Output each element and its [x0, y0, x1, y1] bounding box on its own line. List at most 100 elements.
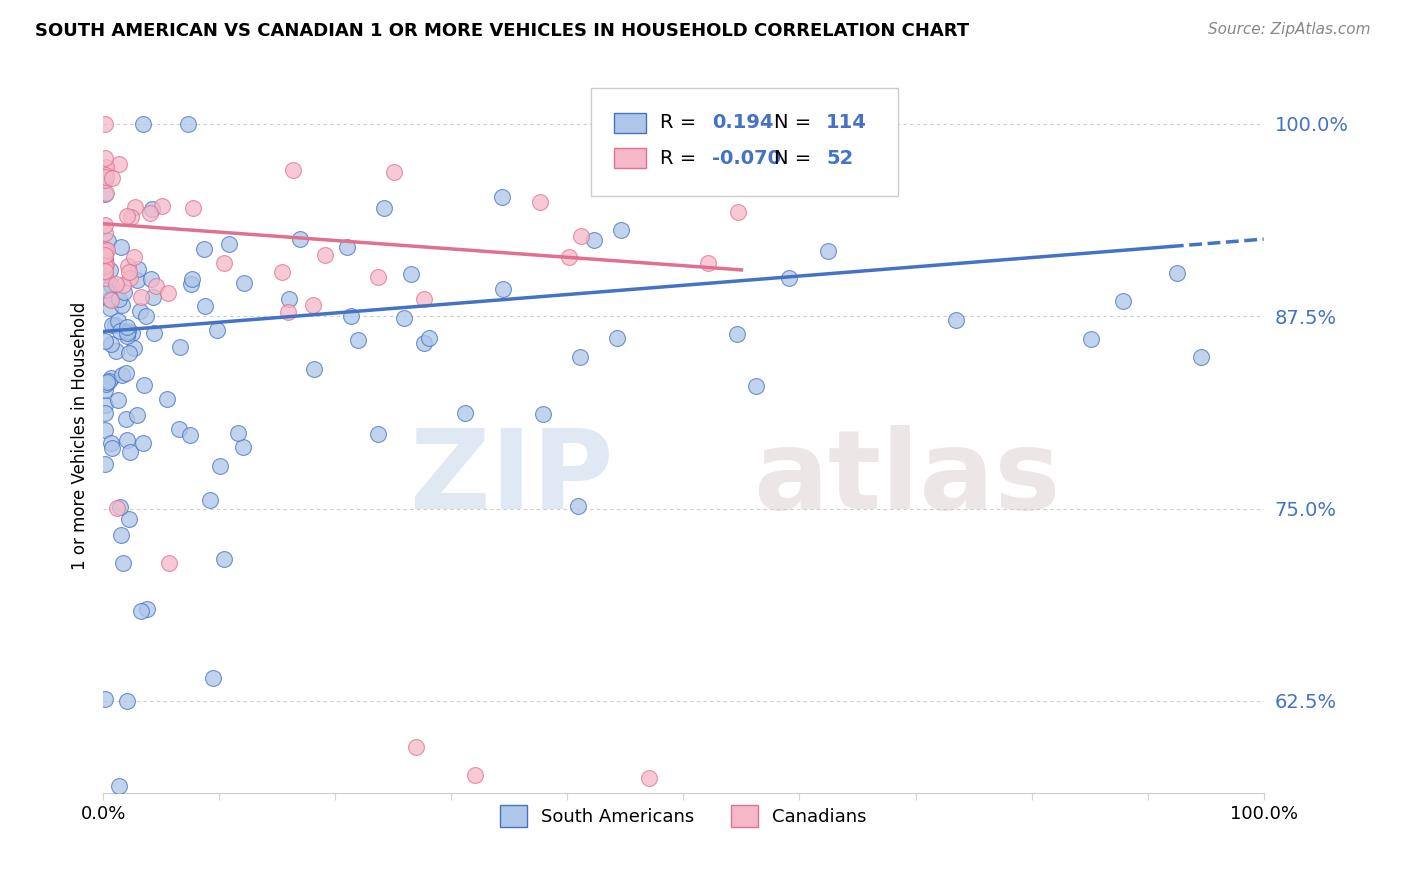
- Point: [198, 492, 221, 507]
- Point: [94, 249, 117, 263]
- Point: [112, 285, 135, 299]
- Point: [94, 171, 117, 186]
- Point: [232, 440, 254, 454]
- Point: [117, 346, 139, 360]
- Point: [314, 247, 336, 261]
- Point: [118, 445, 141, 459]
- Point: [413, 336, 436, 351]
- Point: [94, 248, 117, 262]
- Point: [531, 407, 554, 421]
- Point: [340, 310, 363, 324]
- Point: [346, 333, 368, 347]
- Point: [744, 379, 766, 393]
- Point: [111, 368, 134, 383]
- Point: [132, 436, 155, 450]
- Point: [413, 292, 436, 306]
- Point: [139, 206, 162, 220]
- Point: [105, 501, 128, 516]
- Point: [418, 331, 440, 345]
- Point: [373, 201, 395, 215]
- Point: [111, 557, 134, 571]
- Point: [270, 265, 292, 279]
- Point: [94, 244, 117, 258]
- Point: [181, 201, 204, 215]
- Point: [117, 326, 139, 341]
- Point: [100, 293, 122, 308]
- Point: [101, 171, 124, 186]
- Text: R =: R =: [661, 149, 703, 168]
- Point: [214, 256, 236, 270]
- Point: [367, 269, 389, 284]
- Point: [118, 265, 141, 279]
- Point: [181, 272, 204, 286]
- Point: [104, 343, 127, 358]
- Point: [156, 392, 179, 407]
- Point: [125, 409, 148, 423]
- Point: [302, 362, 325, 376]
- Point: [94, 691, 117, 706]
- Point: [94, 406, 117, 420]
- Point: [288, 232, 311, 246]
- Point: [132, 117, 155, 131]
- Point: [125, 273, 148, 287]
- Point: [94, 283, 117, 297]
- Point: [277, 292, 299, 306]
- Point: [94, 457, 117, 471]
- Point: [107, 779, 129, 793]
- Point: [727, 205, 749, 219]
- Point: [569, 351, 592, 365]
- Point: [212, 552, 235, 566]
- Point: [118, 270, 141, 285]
- Point: [610, 222, 633, 236]
- Point: [94, 397, 117, 411]
- Text: -0.070: -0.070: [713, 149, 782, 168]
- Point: [281, 163, 304, 178]
- Point: [107, 292, 129, 306]
- Point: [208, 459, 231, 474]
- Point: [96, 271, 118, 285]
- Point: [157, 286, 180, 301]
- Point: [167, 422, 190, 436]
- Point: [492, 282, 515, 296]
- Text: N =: N =: [773, 149, 817, 168]
- Point: [94, 423, 117, 437]
- Point: [94, 173, 117, 187]
- Point: [606, 331, 628, 345]
- Point: [1112, 294, 1135, 309]
- Point: [94, 377, 117, 392]
- Point: [115, 412, 138, 426]
- Point: [193, 242, 215, 256]
- Point: [96, 186, 118, 200]
- Point: [100, 435, 122, 450]
- Point: [218, 237, 240, 252]
- Point: [112, 278, 135, 293]
- Point: [94, 242, 117, 256]
- Point: [104, 318, 127, 332]
- Point: [725, 326, 748, 341]
- Point: [115, 209, 138, 223]
- Point: [177, 117, 200, 131]
- Point: [817, 244, 839, 258]
- FancyBboxPatch shape: [614, 112, 647, 133]
- Point: [637, 771, 659, 785]
- Point: [124, 200, 146, 214]
- Point: [135, 601, 157, 615]
- Point: [114, 366, 136, 380]
- Point: [121, 326, 143, 341]
- Text: Source: ZipAtlas.com: Source: ZipAtlas.com: [1208, 22, 1371, 37]
- Y-axis label: 1 or more Vehicles in Household: 1 or more Vehicles in Household: [72, 301, 89, 569]
- Point: [463, 768, 485, 782]
- Point: [569, 228, 592, 243]
- Point: [180, 277, 202, 292]
- Point: [117, 259, 139, 273]
- Point: [529, 194, 551, 209]
- Point: [115, 434, 138, 448]
- Point: [100, 371, 122, 385]
- Point: [1166, 266, 1188, 280]
- Point: [94, 169, 117, 183]
- Point: [202, 671, 225, 685]
- Point: [98, 263, 121, 277]
- Point: [128, 304, 150, 318]
- Point: [100, 277, 122, 292]
- Point: [145, 278, 167, 293]
